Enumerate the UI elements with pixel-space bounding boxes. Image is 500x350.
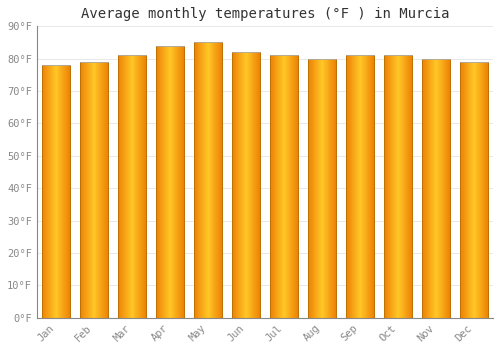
Title: Average monthly temperatures (°F ) in Murcia: Average monthly temperatures (°F ) in Mu… xyxy=(80,7,449,21)
